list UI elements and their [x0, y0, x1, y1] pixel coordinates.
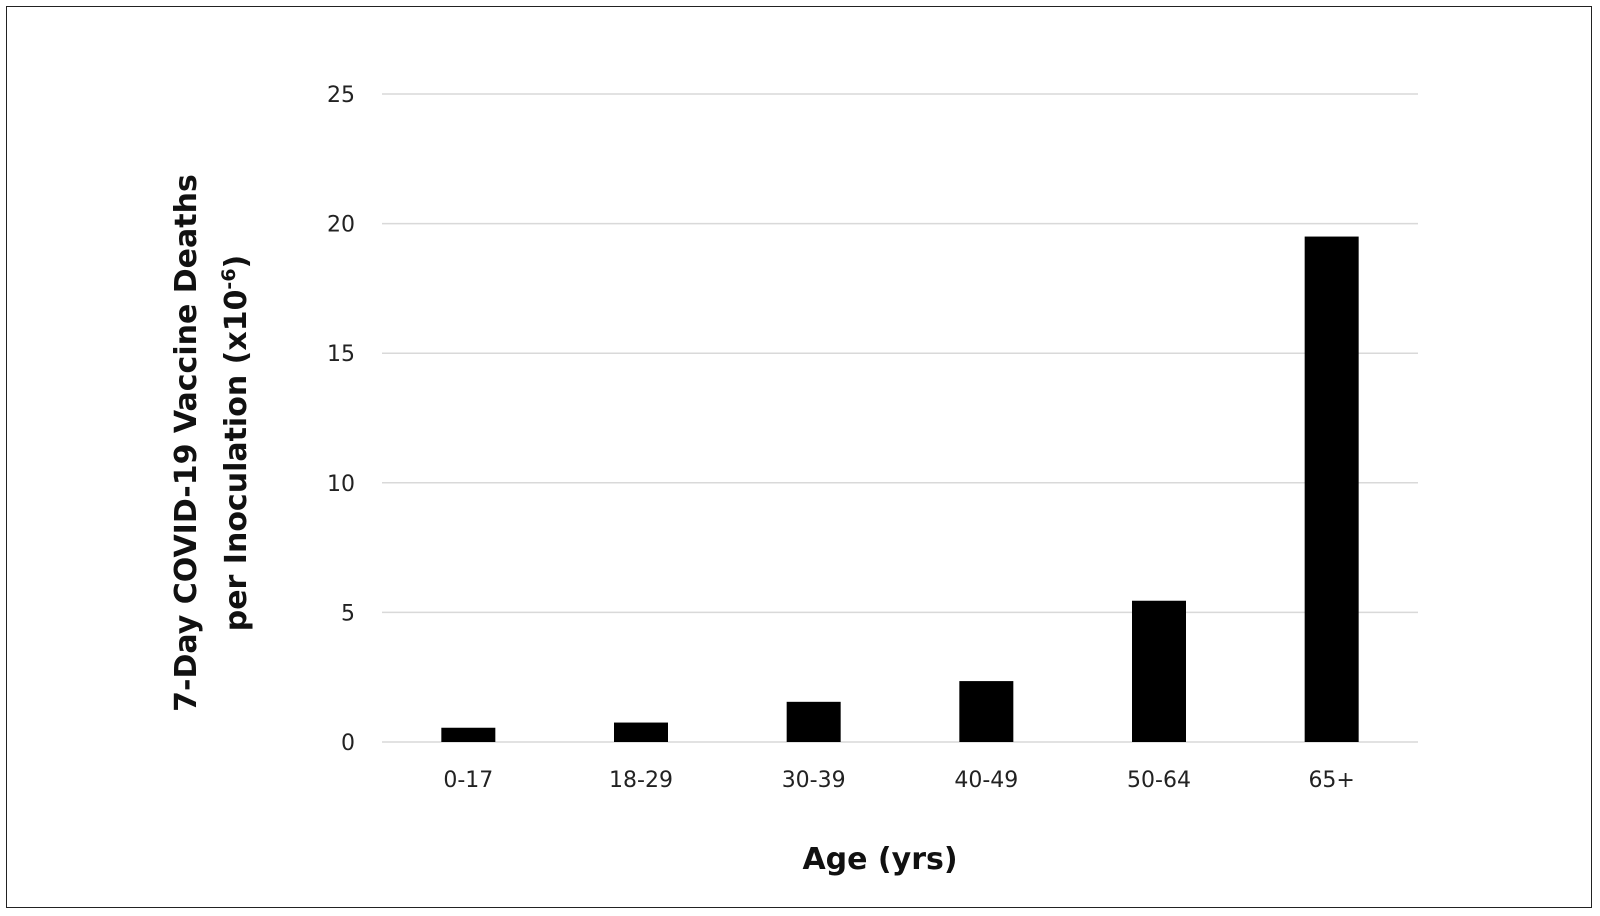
- bar-30-39: [786, 701, 841, 742]
- x-axis-title: Age (yrs): [802, 842, 957, 877]
- bar-18-29: [614, 722, 668, 742]
- y-tick-label: 10: [327, 472, 355, 497]
- x-tick-label: 30-39: [782, 768, 846, 793]
- y-axis-title-line2: per Inoculation (x10-6): [218, 255, 254, 632]
- x-tick-label: 18-29: [609, 768, 673, 793]
- bar-50-64: [1132, 600, 1186, 742]
- gridlines: [382, 93, 1418, 743]
- x-tick-label: 0-17: [443, 768, 493, 793]
- y-axis-title-line1: 7-Day COVID-19 Vaccine Deaths: [169, 174, 204, 712]
- bar-65-plus: [1304, 236, 1359, 742]
- bars: [441, 236, 1359, 742]
- y-axis-title-close: ): [219, 255, 254, 269]
- y-axis-title: 7-Day COVID-19 Vaccine Deaths per Inocul…: [169, 174, 254, 712]
- bar-0-17: [441, 727, 496, 742]
- y-axis-title-exponent: -6: [218, 268, 240, 289]
- y-tick-label: 0: [341, 731, 355, 756]
- y-tick-label: 15: [327, 342, 355, 367]
- bar-40-49: [959, 681, 1014, 742]
- y-axis-ticks: 0 5 10 15 20 25: [327, 83, 355, 756]
- x-tick-label: 40-49: [954, 768, 1018, 793]
- y-tick-label: 25: [327, 83, 355, 108]
- x-tick-label: 65+: [1308, 768, 1354, 793]
- y-axis-title-line2-text: per Inoculation (x10: [219, 290, 254, 632]
- y-tick-label: 20: [327, 213, 355, 238]
- x-tick-label: 50-64: [1127, 768, 1191, 793]
- x-axis-ticks: 0-17 18-29 30-39 40-49 50-64 65+: [443, 768, 1355, 793]
- y-tick-label: 5: [341, 601, 355, 626]
